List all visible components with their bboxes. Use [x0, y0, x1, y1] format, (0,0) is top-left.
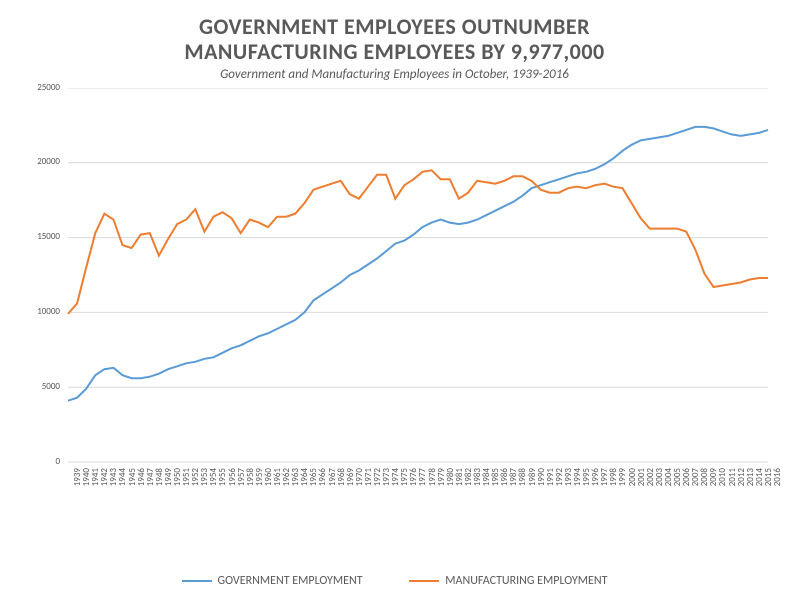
- y-tick-label: 15000: [14, 231, 60, 242]
- x-tick-label: 2016: [772, 468, 783, 496]
- chart-legend: GOVERNMENT EMPLOYMENT MANUFACTURING EMPL…: [0, 574, 789, 588]
- y-tick-label: 20000: [14, 156, 60, 167]
- chart-title-line1: GOVERNMENT EMPLOYEES OUTNUMBER: [14, 14, 775, 39]
- y-tick-label: 5000: [14, 381, 60, 392]
- legend-swatch-gov: [182, 580, 212, 582]
- legend-item-gov: GOVERNMENT EMPLOYMENT: [182, 574, 363, 588]
- chart-title-line2: MANUFACTURING EMPLOYEES BY 9,977,000: [14, 39, 775, 64]
- chart-plot-area: 0500010000150002000025000193919401941194…: [14, 88, 775, 512]
- chart-container: GOVERNMENT EMPLOYEES OUTNUMBER MANUFACTU…: [0, 0, 789, 594]
- legend-label-mfg: MANUFACTURING EMPLOYMENT: [445, 574, 607, 588]
- y-tick-label: 10000: [14, 306, 60, 317]
- series-line-gov: [68, 126, 768, 400]
- legend-label-gov: GOVERNMENT EMPLOYMENT: [218, 574, 363, 588]
- series-line-mfg: [68, 170, 768, 314]
- y-tick-label: 25000: [14, 82, 60, 93]
- legend-swatch-mfg: [409, 580, 439, 582]
- y-tick-label: 0: [14, 456, 60, 467]
- legend-item-mfg: MANUFACTURING EMPLOYMENT: [409, 574, 607, 588]
- chart-subtitle: Government and Manufacturing Employees i…: [14, 67, 775, 82]
